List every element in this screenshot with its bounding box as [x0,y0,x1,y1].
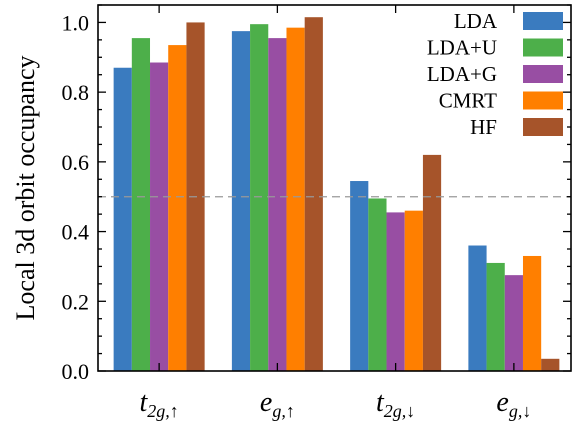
y-tick-labels: 0.0 0.2 0.4 0.6 0.8 1.0 [62,10,90,384]
legend-label: LDA+G [427,62,497,86]
legend-label: CMRT [439,89,497,113]
bar-lda-cat-0 [113,67,132,372]
bar-lda-u-cat-2 [368,198,387,371]
category-label: eg,↓ [496,387,531,421]
y-axis-title: Local 3d orbit occupancy [11,56,40,321]
bar-lda-g-cat-2 [386,212,405,371]
legend-swatch [523,118,563,136]
bar-lda-u-cat-3 [486,262,505,371]
bar-lda-g-cat-0 [150,62,169,371]
bar-lda-g-cat-3 [504,275,523,371]
y-tick-label: 0.6 [62,150,90,175]
bar-hf-cat-2 [422,154,442,371]
bar-lda-cat-1 [231,31,251,371]
legend-label: HF [470,115,497,139]
category-label: eg,↑ [260,387,295,421]
bar-hf-cat-1 [304,17,323,371]
bar-lda-cat-3 [468,245,487,371]
y-tick-label: 0.8 [62,80,90,105]
legend-swatch [523,65,563,83]
axis-ticks [98,4,571,372]
category-label: t2g,↓ [376,387,415,421]
bars-layer [113,17,560,372]
category-labels: t2g,↑ eg,↑ t2g,↓ eg,↓ [139,387,531,421]
category-label: t2g,↑ [139,387,178,421]
bar-cmrt-cat-0 [168,45,187,372]
legend-swatch [523,12,563,30]
y-tick-label: 1.0 [62,10,90,35]
bar-lda-u-cat-0 [131,38,151,372]
bar-lda-g-cat-1 [268,38,287,372]
y-tick-label: 0.0 [62,359,90,384]
bar-lda-u-cat-1 [250,24,269,371]
legend-label: LDA [454,9,498,33]
bar-lda-cat-2 [350,181,369,371]
plot-frame [97,4,572,372]
legend-swatch [523,91,563,110]
legend-label: LDA+U [427,36,497,60]
y-tick-label: 0.4 [62,220,90,245]
bar-cmrt-cat-2 [404,210,423,371]
y-tick-label: 0.2 [62,289,90,314]
bar-hf-cat-3 [541,358,560,371]
legend-swatch [523,38,563,57]
bar-cmrt-cat-1 [286,27,305,371]
bar-cmrt-cat-3 [522,255,542,371]
